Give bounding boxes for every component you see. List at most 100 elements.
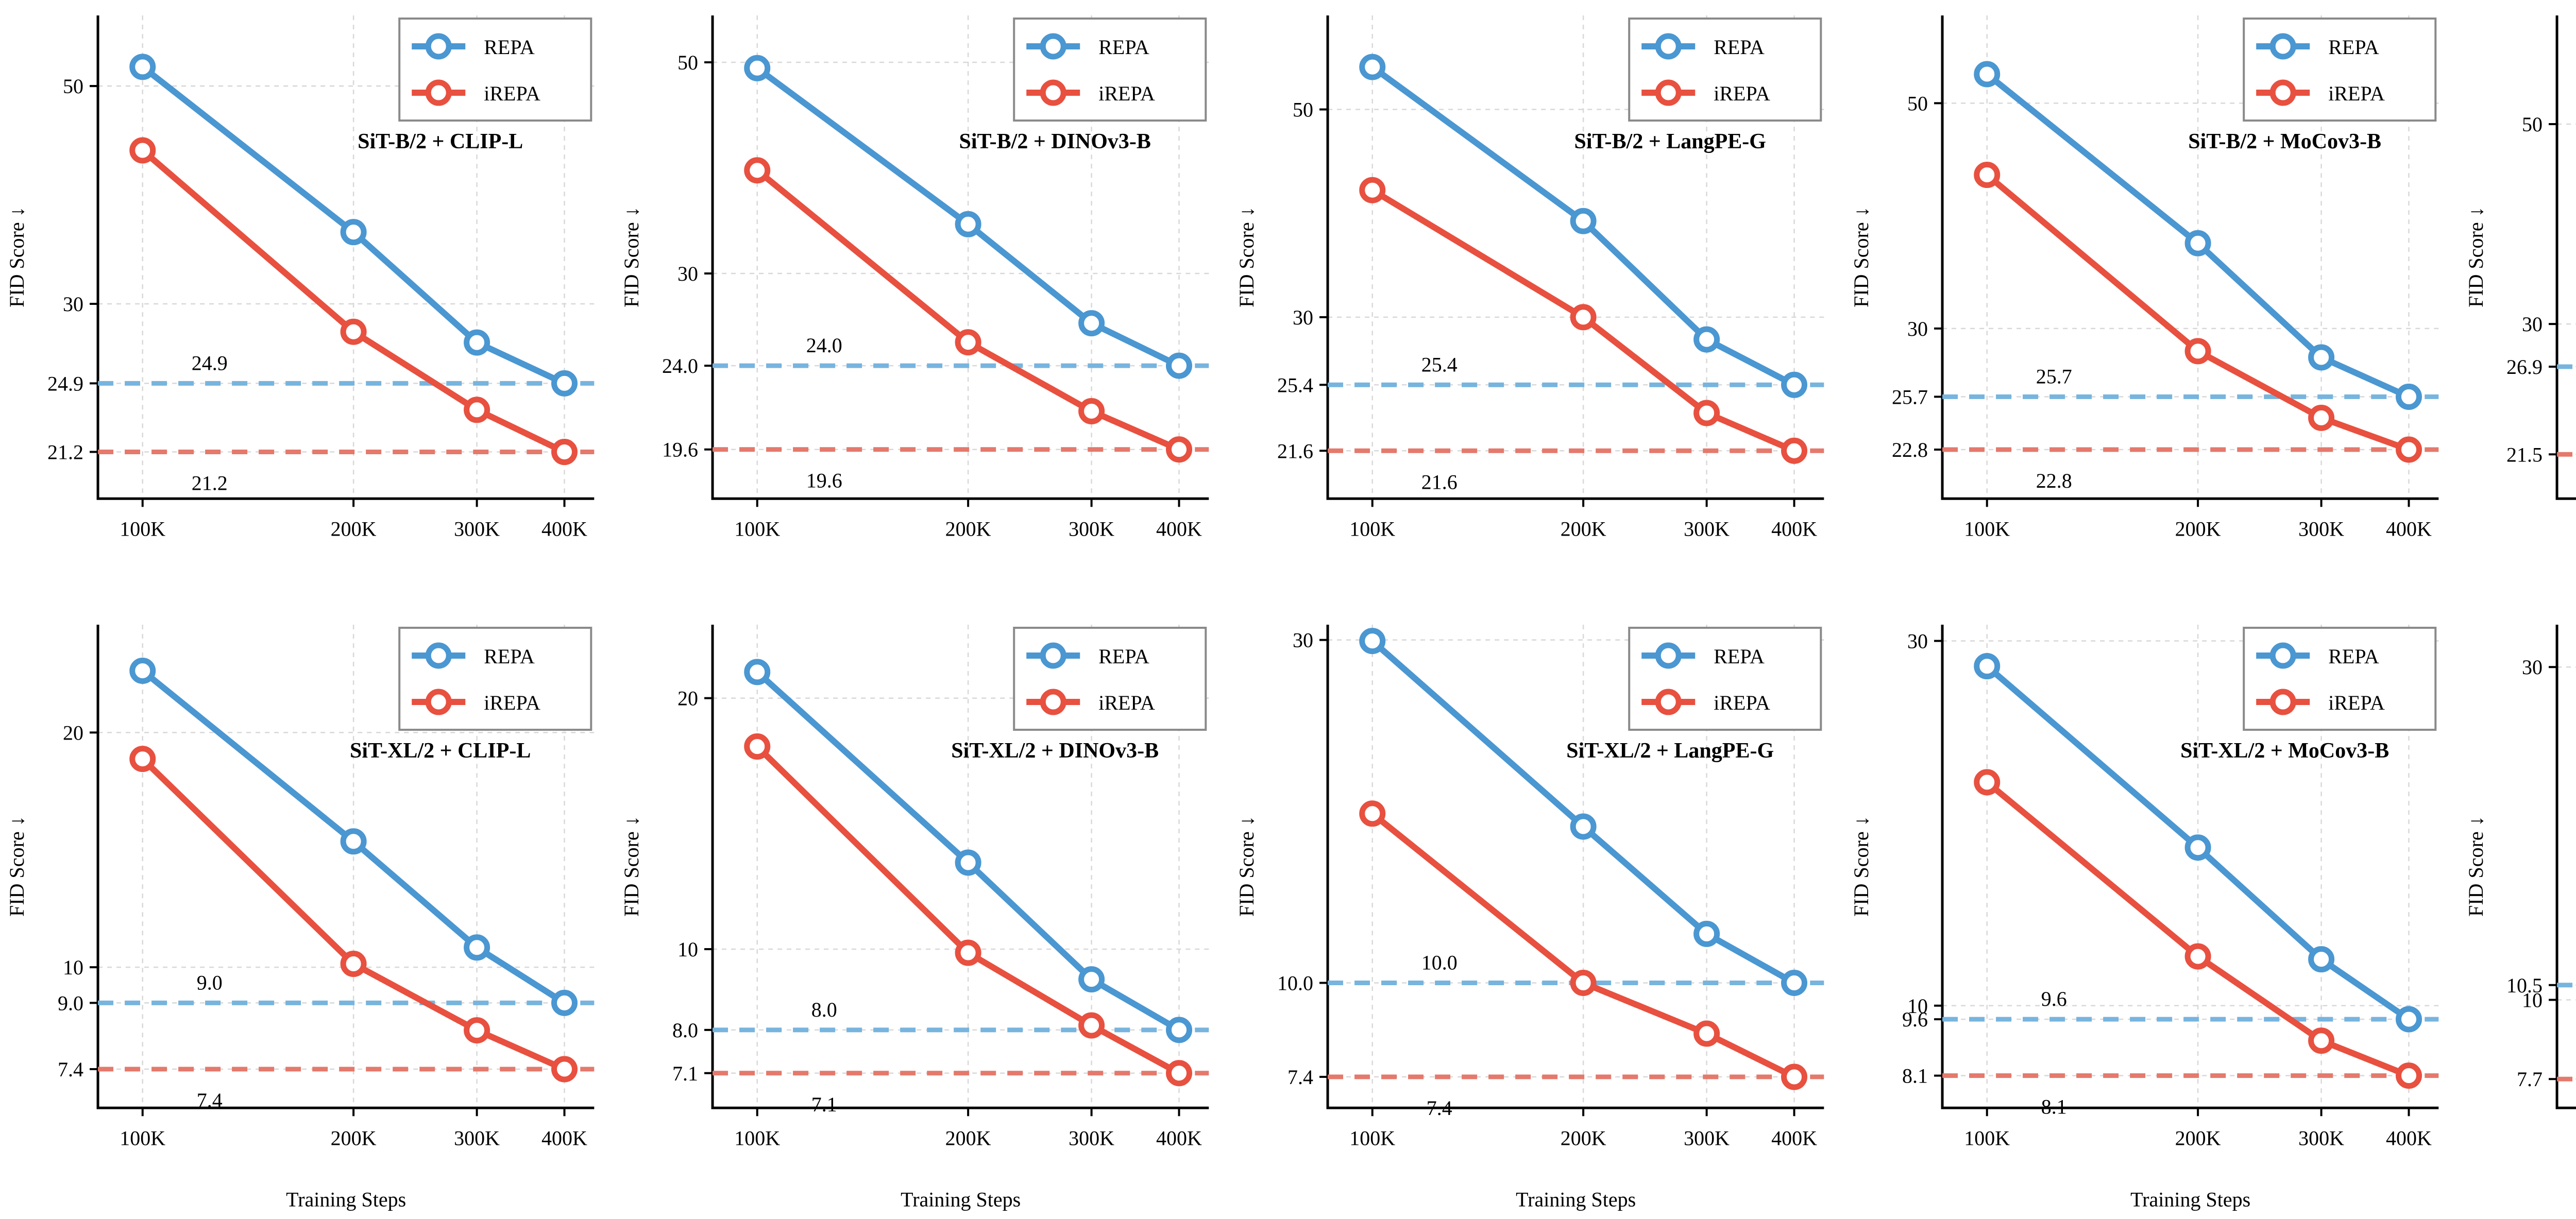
legend-marker <box>2269 642 2296 669</box>
reference-lines: 24.9 21.2 <box>98 351 595 495</box>
y-tick-label: 9.6 <box>1902 1008 1928 1031</box>
data-point <box>1166 1060 1193 1087</box>
y-tick-label: 21.2 <box>47 441 83 464</box>
data-point <box>955 939 981 966</box>
x-tick-label: 300K <box>1684 517 1730 540</box>
data-point <box>2308 1027 2335 1054</box>
axes <box>1326 625 1824 1110</box>
x-tick-label: 200K <box>1560 517 1606 540</box>
legend-box <box>398 18 592 122</box>
x-axis-title: Training Steps <box>1516 1188 1636 1211</box>
legend-marker <box>425 33 452 60</box>
y-tick-label: 7.4 <box>1287 1066 1313 1089</box>
axes <box>711 625 1209 1110</box>
series-path <box>139 756 568 1073</box>
series-path <box>139 63 568 387</box>
chart-panel: 100K 200K 300K 400K 20 10 8.0 7.1 FID Score ↓ Tra… <box>615 609 1229 1218</box>
y-tick-label: 50 <box>63 75 83 98</box>
chart-panel: 100K 200K 300K 400K 30 10 9.6 8.1 FID Score ↓ Tra… <box>1844 609 2459 1218</box>
legend-marker <box>425 689 452 715</box>
x-tick-label: 300K <box>454 1127 500 1150</box>
y-tick-label: 50 <box>2522 113 2543 136</box>
y-axis-ticks: 30 10.510 7.7 <box>2506 656 2557 1091</box>
data-point <box>955 329 981 356</box>
data-series <box>1974 653 2422 1033</box>
data-series <box>1359 628 1807 997</box>
y-axis-title: FID Score ↓ <box>620 207 643 307</box>
legend-label: iREPA <box>1099 82 1156 105</box>
data-series <box>744 659 1193 1043</box>
axes <box>2555 15 2576 500</box>
legend: REPA iREPA <box>398 627 592 731</box>
data-point <box>340 219 367 246</box>
series-path <box>754 65 1182 369</box>
legend-marker <box>1040 79 1067 106</box>
data-point <box>1570 813 1597 840</box>
series-path <box>1984 663 2412 1023</box>
y-tick-label: 25.7 <box>1892 385 1928 408</box>
legend-marker <box>1655 689 1682 715</box>
legend: REPA iREPA <box>1013 627 1207 731</box>
y-axis-title: FID Score ↓ <box>620 816 643 917</box>
y-tick-label: 50 <box>677 51 698 74</box>
y-tick-label: 10.0 <box>1277 972 1313 995</box>
reference-line-label: 21.6 <box>1421 470 1457 493</box>
data-point <box>1693 326 1720 353</box>
legend-label: iREPA <box>1099 691 1156 714</box>
data-point <box>2184 943 2211 970</box>
legend: REPA iREPA <box>1013 18 1207 122</box>
data-point <box>2396 1062 2422 1089</box>
x-tick-label: 300K <box>454 517 500 540</box>
legend: REPA iREPA <box>1628 627 1822 731</box>
y-tick-label: 10 <box>677 938 698 961</box>
data-point <box>955 849 981 876</box>
legend-label: REPA <box>484 645 535 668</box>
panel-title: SiT-B/2 + MoCov3-B <box>2188 130 2381 153</box>
y-axis-title: FID Score ↓ <box>1235 816 1258 917</box>
y-tick-label: 30 <box>2522 313 2543 336</box>
reference-line-label: 19.6 <box>806 469 842 492</box>
y-tick-label: 20 <box>677 687 698 710</box>
reference-line-label: 25.7 <box>2036 365 2072 388</box>
x-axis-title: Training Steps <box>2130 1188 2250 1211</box>
reference-lines: 10.57.7 <box>2557 983 2576 1082</box>
data-point <box>551 990 578 1017</box>
x-tick-label: 400K <box>1771 1127 1817 1150</box>
reference-line-label: 10.0 <box>1421 951 1457 974</box>
x-tick-label: 100K <box>1349 517 1395 540</box>
x-axis-ticks: 100K 200K 300K 400K <box>1349 1108 1817 1150</box>
axes <box>1326 15 1824 500</box>
data-series <box>129 658 578 1017</box>
data-point <box>551 439 578 466</box>
y-tick-label: 50 <box>1907 92 1928 115</box>
chart-panel: 100K 200K 300K 400K 20 10 9.0 7.4 FID Score ↓ Tra… <box>0 609 615 1218</box>
y-tick-label: 30 <box>1293 306 1313 329</box>
data-point <box>1166 436 1193 463</box>
legend-label: iREPA <box>484 82 540 105</box>
legend-label: REPA <box>484 36 535 59</box>
reference-lines: 25.7 22.8 <box>1942 365 2439 492</box>
y-tick-label: 19.6 <box>662 438 698 461</box>
x-tick-label: 100K <box>120 1127 165 1150</box>
y-tick-label: 24.0 <box>662 354 698 377</box>
y-axis-ticks: 30 10.0 7.4 <box>1277 629 1328 1089</box>
legend-marker <box>1040 689 1067 715</box>
x-tick-label: 400K <box>1156 517 1202 540</box>
y-tick-label: 9.0 <box>58 992 83 1015</box>
y-tick-label: 26.9 <box>2506 355 2543 379</box>
data-point <box>1570 208 1597 234</box>
gridlines <box>2557 123 2576 455</box>
x-tick-label: 100K <box>120 517 165 540</box>
data-point <box>1570 970 1597 997</box>
x-axis-title: Training Steps <box>901 1188 1021 1211</box>
legend-label: iREPA <box>484 691 540 714</box>
reference-line-label: 9.0 <box>197 971 223 994</box>
data-point <box>1166 352 1193 379</box>
reference-line-label: 7.4 <box>197 1089 223 1112</box>
y-axis-ticks: 50 30 24.9 21.2 <box>47 75 98 464</box>
legend-label: iREPA <box>1714 691 1770 714</box>
series-path <box>139 667 568 1006</box>
axes <box>1941 625 2439 1110</box>
y-tick-label: 30 <box>1907 630 1928 653</box>
